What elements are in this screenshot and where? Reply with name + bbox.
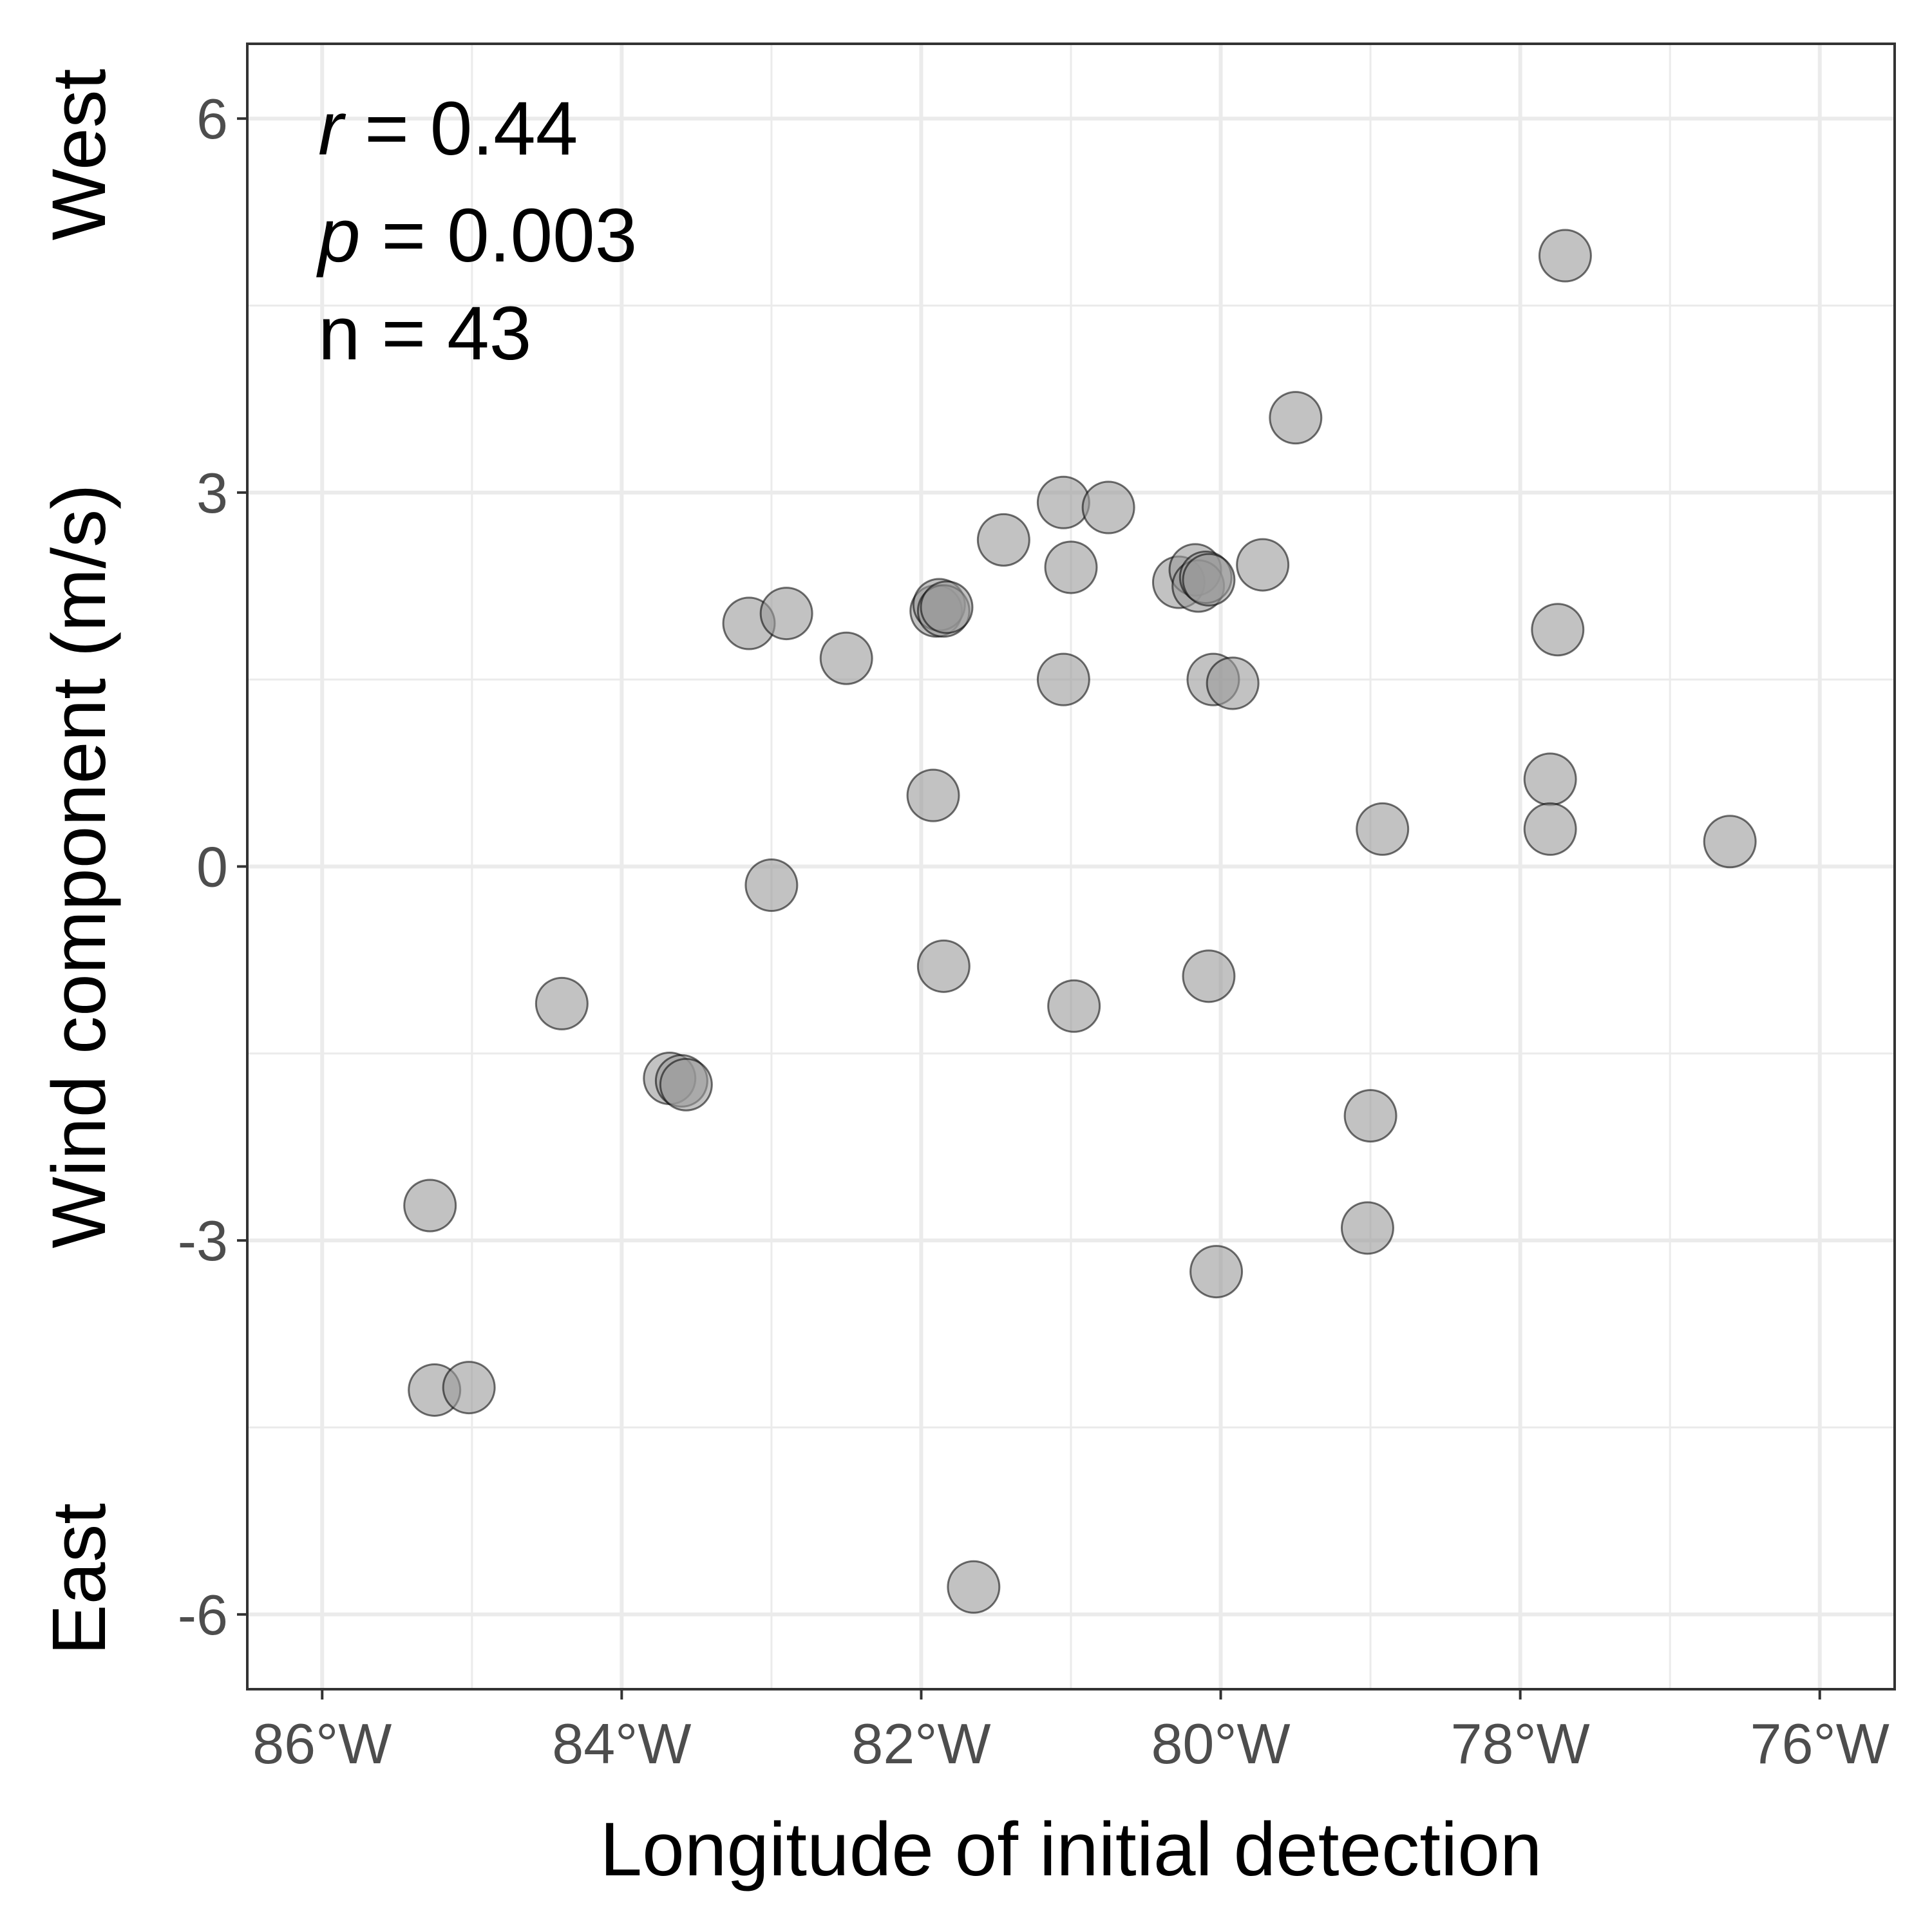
data-point: [920, 580, 974, 634]
x-tick-label: 82°W: [851, 1712, 990, 1776]
data-point: [442, 1361, 496, 1415]
data-point: [1356, 802, 1410, 856]
data-point: [1206, 656, 1260, 710]
data-point: [916, 939, 971, 993]
data-point: [1343, 1089, 1397, 1143]
y-axis-label-east: East: [37, 1503, 122, 1655]
data-point: [1081, 480, 1135, 535]
data-point: [976, 513, 1030, 567]
x-tick-label: 78°W: [1451, 1712, 1590, 1776]
n-annotation: n = 43: [318, 291, 531, 376]
r-annotation: r = 0.44: [318, 86, 578, 171]
data-point: [947, 1560, 1001, 1614]
r-symbol: r: [318, 86, 346, 171]
y-tick-label: 0: [196, 835, 228, 899]
x-tick-label: 86°W: [252, 1712, 392, 1776]
data-point: [1531, 603, 1585, 657]
data-point: [1703, 815, 1757, 869]
data-point: [759, 587, 813, 641]
data-point: [1182, 553, 1236, 607]
data-point: [819, 631, 873, 685]
data-point: [1036, 652, 1090, 706]
x-tick-label: 80°W: [1151, 1712, 1290, 1776]
data-point: [744, 858, 799, 913]
y-axis-label-west: West: [37, 69, 122, 241]
y-tick-label: 3: [196, 461, 228, 525]
data-point: [1236, 538, 1290, 592]
p-annotation: p = 0.003: [316, 193, 637, 278]
data-point: [1036, 475, 1090, 529]
data-point: [403, 1179, 457, 1233]
x-tick-label: 76°W: [1750, 1712, 1889, 1776]
x-tick-label: 84°W: [552, 1712, 691, 1776]
p-symbol: p: [316, 193, 361, 278]
data-point: [1189, 1245, 1244, 1299]
y-axis: -6 -3 0 3 6: [178, 87, 247, 1647]
data-point: [1047, 979, 1101, 1033]
data-point: [1523, 802, 1577, 856]
data-point: [1182, 949, 1236, 1003]
data-point: [1523, 752, 1577, 806]
p-value: = 0.003: [361, 193, 638, 278]
stats-annotation: r = 0.44 p = 0.003 n = 43: [316, 86, 637, 376]
x-axis-title: Longitude of initial detection: [600, 1807, 1542, 1892]
data-point: [1538, 229, 1592, 283]
y-tick-label: -3: [178, 1209, 228, 1273]
data-point: [659, 1057, 713, 1112]
y-tick-label: 6: [196, 87, 228, 151]
y-tick-label: -6: [178, 1583, 228, 1647]
data-point: [1044, 540, 1098, 594]
data-point: [1269, 391, 1323, 445]
x-axis: 86°W 84°W 82°W 80°W 78°W 76°W: [252, 1689, 1889, 1776]
data-point: [906, 768, 960, 822]
data-points: [403, 229, 1757, 1614]
r-value: = 0.44: [343, 86, 578, 171]
data-point: [1340, 1201, 1394, 1255]
y-axis-title: Wind component (m/s): [37, 484, 122, 1249]
data-point: [535, 976, 589, 1030]
